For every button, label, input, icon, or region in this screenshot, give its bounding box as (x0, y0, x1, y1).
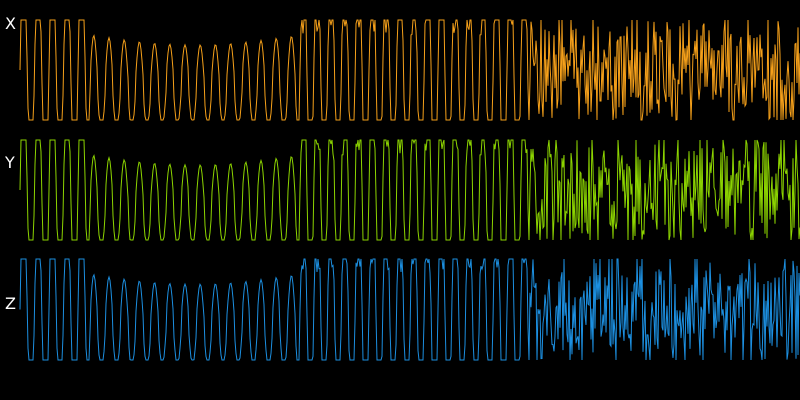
trace-z (19, 258, 800, 361)
channel-label-y: Y (5, 153, 15, 172)
channel-label-z: Z (5, 294, 16, 313)
trace-y (19, 139, 800, 241)
trace-x (19, 19, 800, 121)
channel-label-x: X (5, 14, 16, 33)
